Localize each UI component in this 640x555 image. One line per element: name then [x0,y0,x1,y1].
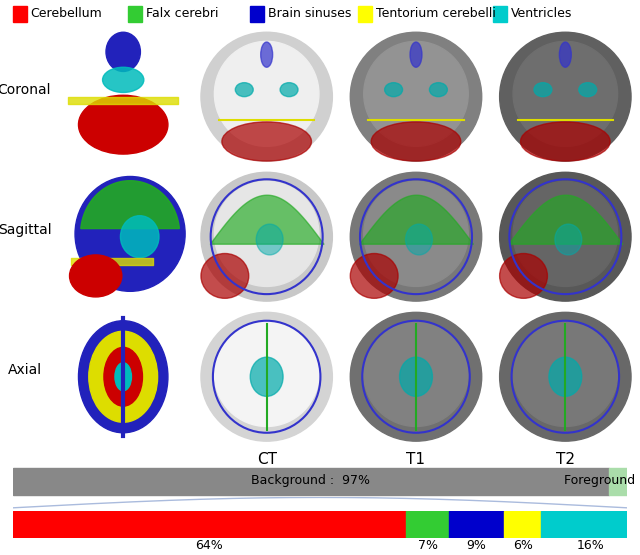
Text: Sagittal: Sagittal [0,223,51,236]
Text: Background :  97%: Background : 97% [252,475,371,487]
Ellipse shape [406,224,433,255]
Bar [609,468,627,495]
Text: 6%: 6% [513,539,532,552]
Ellipse shape [500,32,631,161]
Bar [449,511,504,538]
Text: Coronal: Coronal [0,83,51,97]
Bar [406,511,449,538]
Ellipse shape [201,32,332,161]
Ellipse shape [201,254,249,299]
Text: 64%: 64% [196,539,223,552]
Bar [128,6,142,22]
Ellipse shape [500,172,631,301]
Text: T1: T1 [406,452,426,467]
Bar [250,6,264,22]
Ellipse shape [236,83,253,97]
Ellipse shape [513,181,618,286]
Bar [358,6,372,22]
Ellipse shape [549,357,582,396]
Text: Foreground :  3%: Foreground : 3% [564,475,640,487]
Text: CT: CT [257,452,276,467]
Ellipse shape [534,83,552,97]
Ellipse shape [214,181,319,286]
Text: Axial: Axial [8,363,42,377]
Bar [541,511,639,538]
Ellipse shape [250,357,283,396]
Ellipse shape [89,331,157,422]
Ellipse shape [513,321,618,426]
Ellipse shape [350,254,398,299]
Text: 7%: 7% [417,539,438,552]
Ellipse shape [559,42,572,67]
Ellipse shape [513,41,618,147]
Ellipse shape [75,176,185,291]
Text: Ventricles: Ventricles [511,7,572,20]
Text: 16%: 16% [577,539,604,552]
Polygon shape [81,181,179,229]
Ellipse shape [364,321,468,426]
Ellipse shape [106,32,140,72]
Bar [504,511,541,538]
Text: T2: T2 [556,452,575,467]
Ellipse shape [102,67,144,93]
Ellipse shape [410,42,422,67]
Ellipse shape [520,122,610,161]
Ellipse shape [201,312,332,441]
Ellipse shape [222,122,312,161]
Ellipse shape [500,312,631,441]
Ellipse shape [115,363,131,391]
Ellipse shape [214,321,319,426]
Ellipse shape [579,83,596,97]
Ellipse shape [79,95,168,154]
Ellipse shape [79,321,168,433]
Ellipse shape [385,83,403,97]
Ellipse shape [120,216,159,258]
Ellipse shape [364,181,468,286]
Ellipse shape [214,41,319,147]
Ellipse shape [364,41,468,147]
Ellipse shape [350,172,482,301]
Ellipse shape [280,83,298,97]
Ellipse shape [104,347,143,406]
Text: Brain sinuses: Brain sinuses [268,7,351,20]
Ellipse shape [350,312,482,441]
Text: Cerebellum: Cerebellum [31,7,102,20]
Bar [13,6,27,22]
Ellipse shape [201,172,332,301]
Ellipse shape [70,255,122,297]
Text: Falx cerebri: Falx cerebri [146,7,218,20]
Ellipse shape [256,224,283,255]
Text: 9%: 9% [467,539,486,552]
Ellipse shape [555,224,582,255]
Bar [493,6,507,22]
Ellipse shape [429,83,447,97]
Ellipse shape [350,32,482,161]
Text: Tentorium cerebelli: Tentorium cerebelli [376,7,496,20]
Ellipse shape [500,254,547,299]
Ellipse shape [260,42,273,67]
Bar [13,511,406,538]
Ellipse shape [371,122,461,161]
Ellipse shape [399,357,433,396]
